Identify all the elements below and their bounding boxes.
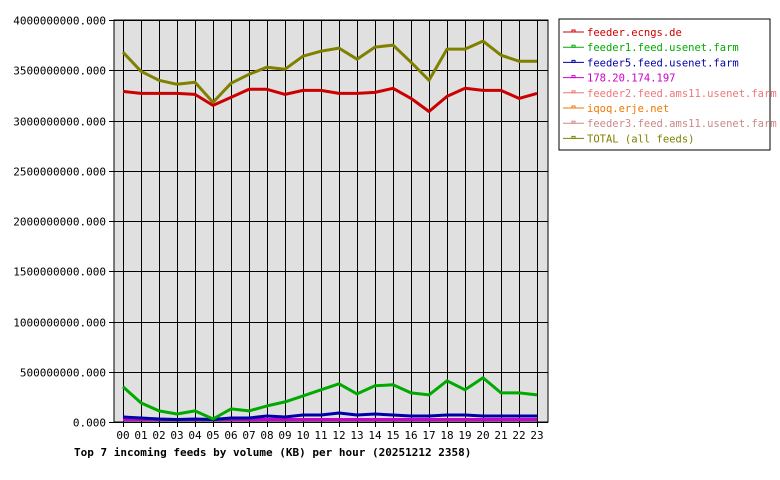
x-tick-label: 13 [350, 429, 363, 442]
x-tick-label: 15 [386, 429, 399, 442]
y-tick-label: 3500000000.000 [13, 65, 106, 78]
x-tick-label: 23 [530, 429, 543, 442]
x-axis: 00 01 02 03 04 05 06 07 08 09 10 11 12 13 14 15 16 17 18 19… [116, 429, 543, 442]
legend-marker-icon [571, 105, 576, 109]
x-tick-label: 16 [404, 429, 417, 442]
grid-lines [109, 20, 548, 427]
legend: feeder.ecngs.de feeder1.feed.usenet.farm f… [558, 18, 777, 151]
legend-label: feeder2.feed.ams11.usenet.farm [587, 88, 777, 100]
legend-label: feeder5.feed.usenet.farm [587, 57, 739, 69]
y-tick-label: 1500000000.000 [13, 266, 106, 279]
legend-marker-icon [571, 90, 576, 94]
y-tick-label: 4000000000.000 [13, 15, 106, 28]
legend-marker-icon [571, 135, 576, 139]
x-tick-label: 04 [188, 429, 202, 442]
legend-item: feeder1.feed.usenet.farm [563, 42, 739, 54]
series-line [122, 86, 538, 113]
legend-marker-icon [571, 120, 576, 124]
y-tick-label: 1000000000.000 [13, 317, 106, 330]
series-line [121, 376, 538, 421]
legend-item: 178.20.174.197 [563, 73, 676, 85]
legend-marker-icon [571, 44, 576, 48]
legend-label: feeder1.feed.usenet.farm [587, 42, 739, 54]
series-line [122, 411, 537, 421]
x-tick-label: 14 [368, 429, 382, 442]
y-tick-label: 3000000000.000 [13, 116, 106, 129]
y-axis: 0.000 500000000.000 1000000000.000 15000000… [13, 15, 106, 430]
y-tick-label: 2500000000.000 [13, 166, 106, 179]
legend-box [558, 18, 771, 151]
y-tick-label: 0.000 [73, 417, 106, 430]
legend-marker-icon [571, 59, 576, 63]
legend-label: TOTAL (all feeds) [587, 133, 694, 145]
chart-title: Top 7 incoming feeds by volume (KB) per … [74, 446, 471, 459]
y-tick-label: 2000000000.000 [13, 216, 106, 229]
x-tick-label: 07 [242, 429, 255, 442]
x-tick-label: 12 [332, 429, 345, 442]
x-tick-label: 22 [512, 429, 525, 442]
x-tick-label: 08 [260, 429, 273, 442]
legend-label: feeder.ecngs.de [587, 27, 682, 39]
legend-marker-icon [571, 29, 576, 33]
legend-label: 178.20.174.197 [587, 73, 676, 85]
legend-item: feeder3.feed.ams11.usenet.farm [563, 118, 777, 130]
x-tick-label: 03 [170, 429, 183, 442]
series-line [121, 39, 537, 104]
x-tick-label: 01 [134, 429, 147, 442]
y-tick-label: 500000000.000 [20, 367, 106, 380]
legend-item: feeder2.feed.ams11.usenet.farm [563, 88, 777, 100]
x-tick-label: 10 [296, 429, 309, 442]
legend-item: feeder5.feed.usenet.farm [563, 57, 739, 69]
legend-item: iqoq.erje.net [563, 103, 669, 115]
x-tick-label: 21 [494, 429, 507, 442]
x-tick-label: 19 [458, 429, 471, 442]
data-series [121, 39, 538, 421]
legend-label: iqoq.erje.net [587, 103, 669, 115]
legend-marker-icon [571, 75, 576, 79]
x-tick-label: 17 [422, 429, 435, 442]
x-tick-label: 02 [152, 429, 165, 442]
x-tick-label: 11 [314, 429, 327, 442]
x-tick-label: 18 [440, 429, 453, 442]
legend-label: feeder3.feed.ams11.usenet.farm [587, 118, 777, 130]
legend-item: TOTAL (all feeds) [563, 133, 694, 145]
x-tick-label: 20 [476, 429, 489, 442]
legend-item: feeder.ecngs.de [563, 27, 682, 39]
x-tick-label: 09 [278, 429, 291, 442]
x-tick-label: 06 [224, 429, 237, 442]
x-tick-label: 05 [206, 429, 219, 442]
x-tick-label: 00 [116, 429, 129, 442]
